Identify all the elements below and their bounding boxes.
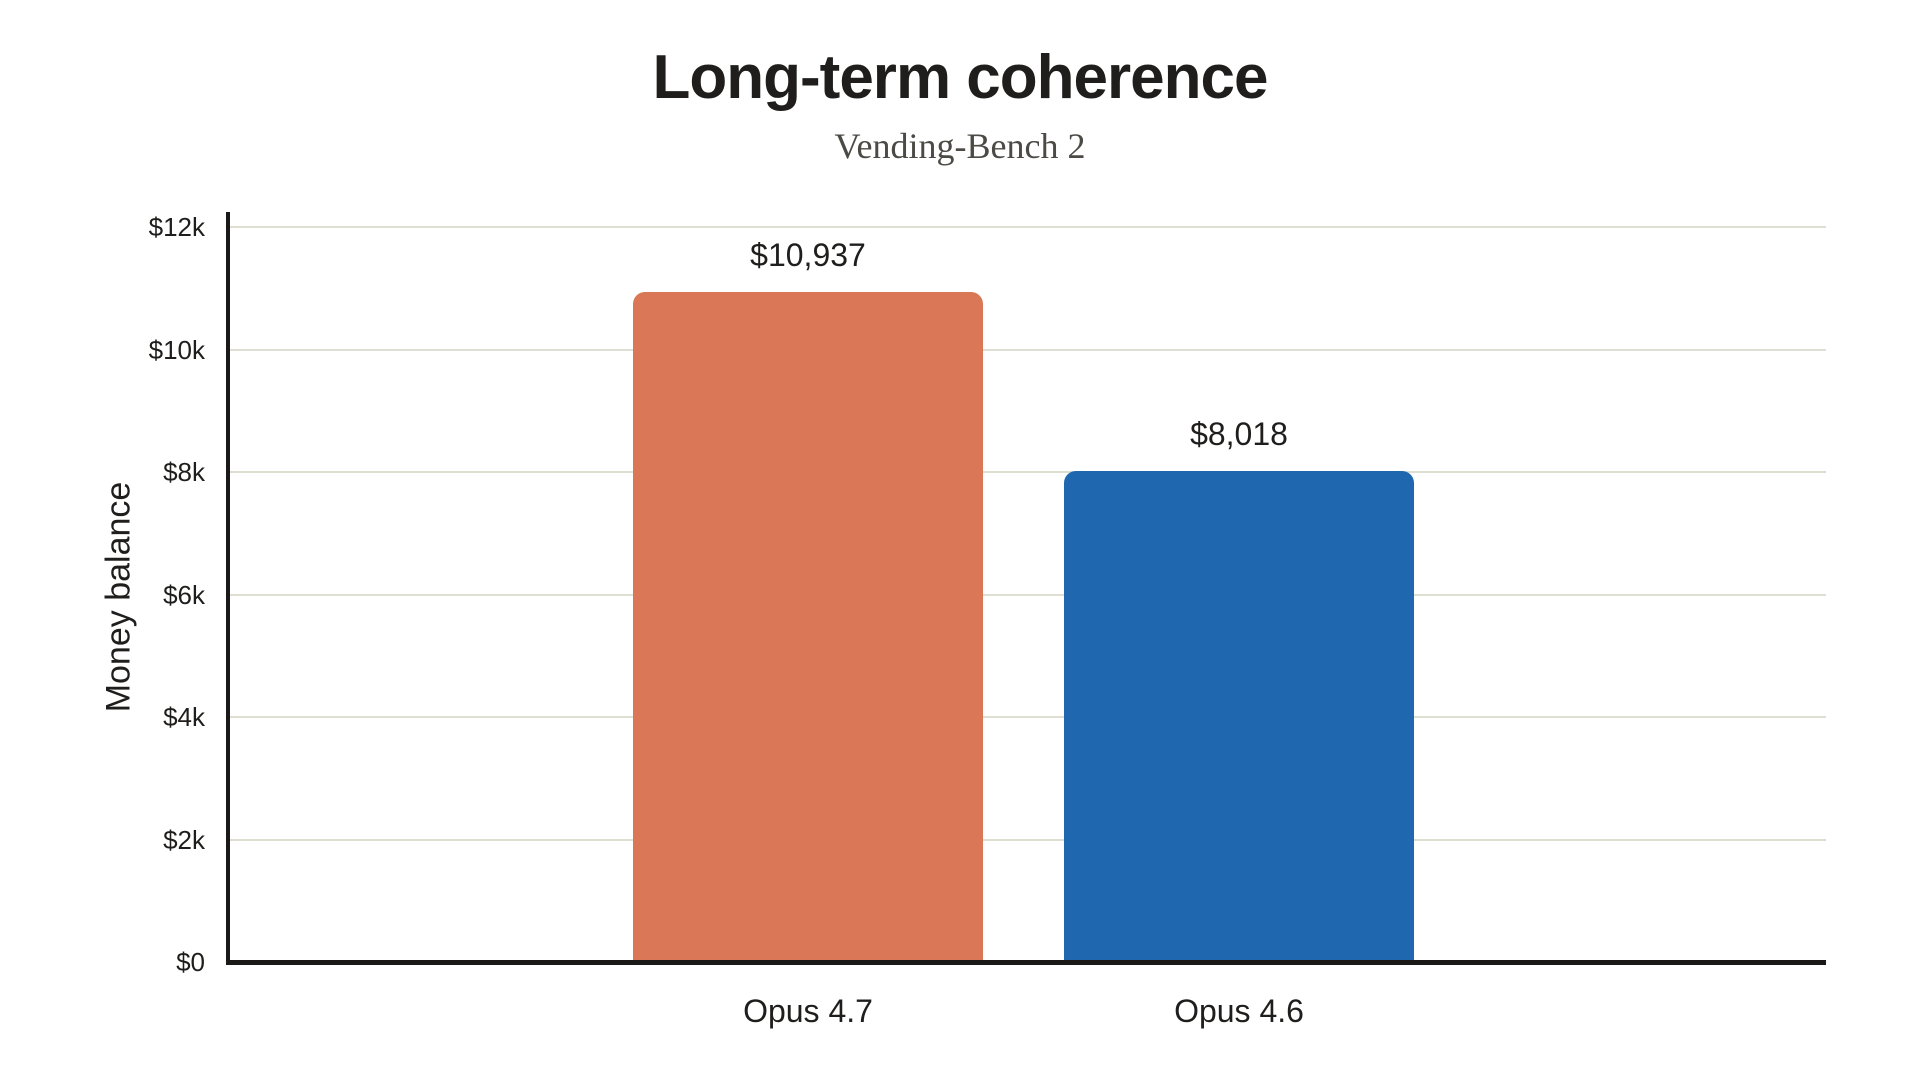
bar-opus-4-6 bbox=[1064, 470, 1414, 962]
bar-value-label-0: $10,937 bbox=[750, 237, 866, 274]
gridline-8k bbox=[230, 471, 1826, 473]
chart-subtitle: Vending-Bench 2 bbox=[834, 126, 1086, 166]
gridline-4k bbox=[230, 716, 1826, 718]
ytick-label-0: $0 bbox=[176, 947, 205, 977]
x-category-label-0: Opus 4.7 bbox=[743, 993, 873, 1029]
ytick-label-2: $4k bbox=[163, 702, 205, 732]
ytick-label-3: $6k bbox=[163, 579, 205, 610]
x-category-label-1: Opus 4.6 bbox=[1174, 993, 1304, 1029]
bar-opus-4-7 bbox=[633, 292, 983, 962]
x-axis-line bbox=[226, 960, 1826, 965]
gridline-6k bbox=[230, 593, 1826, 596]
ytick-label-6: $12k bbox=[148, 212, 205, 242]
gridline-2k bbox=[230, 838, 1826, 841]
chart-title: Long-term coherence bbox=[652, 43, 1269, 112]
gridline-10k bbox=[230, 348, 1826, 351]
ytick-label-5: $10k bbox=[148, 334, 205, 365]
ytick-label-1: $2k bbox=[163, 824, 205, 855]
bar-value-label-1: $8,018 bbox=[1190, 415, 1288, 452]
y-axis-title: Money balance bbox=[99, 481, 138, 713]
ytick-label-4: $8k bbox=[163, 457, 205, 487]
y-axis-line bbox=[226, 212, 230, 965]
gridline-12k bbox=[230, 226, 1826, 228]
